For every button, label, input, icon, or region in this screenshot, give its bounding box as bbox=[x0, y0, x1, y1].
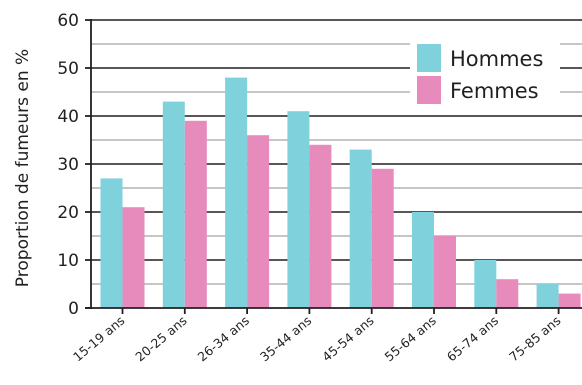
bar-femmes-1 bbox=[122, 207, 145, 308]
bar-hommes-6 bbox=[412, 212, 434, 308]
y-tick-labels: 0 10 20 30 40 50 60 bbox=[57, 11, 91, 319]
y-tick-label: 0 bbox=[68, 299, 79, 319]
legend-swatch-femmes bbox=[417, 76, 441, 104]
bar-femmes-3 bbox=[247, 135, 270, 308]
x-tick-label: 55-64 ans bbox=[381, 313, 438, 365]
bar-femmes-6 bbox=[434, 236, 456, 308]
legend-label-femmes: Femmes bbox=[450, 79, 539, 103]
bar-femmes-2 bbox=[184, 120, 207, 308]
legend-swatch-hommes bbox=[417, 44, 441, 72]
x-tick-labels: 15-19 ans 20-25 ans 26-34 ans 35-44 ans 45-5… bbox=[70, 308, 564, 364]
legend: Hommes Femmes bbox=[410, 38, 560, 108]
y-axis-label: Proportion de fumeurs en % bbox=[13, 49, 33, 287]
y-tick-label: 40 bbox=[57, 107, 79, 127]
bar-femmes-4 bbox=[309, 144, 332, 308]
bar-hommes-8 bbox=[536, 284, 559, 308]
bars bbox=[100, 77, 581, 308]
bar-femmes-7 bbox=[496, 279, 519, 308]
bar-hommes-3 bbox=[225, 77, 248, 308]
x-tick-label: 20-25 ans bbox=[132, 313, 189, 365]
x-tick-label: 15-19 ans bbox=[70, 313, 127, 365]
y-tick-label: 60 bbox=[57, 11, 79, 31]
legend-label-hommes: Hommes bbox=[450, 47, 543, 71]
x-tick-label: 45-54 ans bbox=[319, 313, 376, 365]
y-tick-label: 10 bbox=[57, 251, 79, 271]
x-tick-label: 65-74 ans bbox=[444, 313, 501, 365]
y-tick-label: 20 bbox=[57, 203, 79, 223]
bar-hommes-1 bbox=[100, 178, 123, 308]
x-tick-label: 26-34 ans bbox=[195, 313, 252, 365]
bar-hommes-2 bbox=[162, 101, 185, 308]
bar-femmes-5 bbox=[371, 168, 394, 308]
bar-hommes-5 bbox=[349, 149, 372, 308]
y-tick-label: 30 bbox=[57, 155, 79, 175]
bar-femmes-8 bbox=[558, 293, 581, 308]
bar-hommes-7 bbox=[474, 260, 497, 308]
bar-hommes-4 bbox=[287, 111, 310, 308]
y-tick-label: 50 bbox=[57, 59, 79, 79]
x-tick-label: 75-85 ans bbox=[506, 313, 563, 365]
x-tick-label: 35-44 ans bbox=[257, 313, 314, 365]
